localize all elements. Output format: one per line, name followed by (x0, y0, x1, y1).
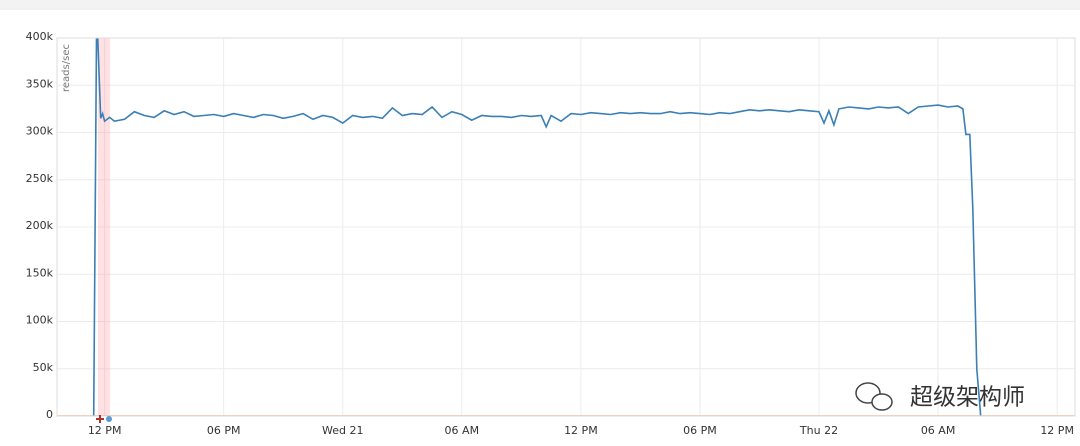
x-tick-label: 06 AM (921, 424, 956, 437)
panel (0, 10, 1080, 446)
x-tick-label: 12 PM (1040, 424, 1074, 437)
y-tick-label: 400k (26, 30, 54, 43)
grid (57, 37, 1075, 417)
y-tick-label: 50k (33, 361, 54, 374)
y-axis-label: reads/sec (61, 44, 72, 92)
y-tick-label: 150k (26, 266, 54, 279)
series-line (92, 38, 982, 416)
plot-frame (56, 37, 1076, 417)
y-tick-label: 200k (26, 219, 54, 232)
event-marker (106, 416, 112, 422)
event-marker (96, 415, 104, 423)
y-tick-label: 0 (46, 408, 53, 421)
x-tick-label: 06 PM (207, 424, 241, 437)
x-tick-label: 12 PM (564, 424, 598, 437)
y-tick-label: 300k (26, 125, 54, 138)
x-tick-label: Wed 21 (322, 424, 363, 437)
y-tick-label: 250k (26, 172, 54, 185)
x-tick-label: 06 PM (683, 424, 717, 437)
y-tick-label: 100k (26, 314, 54, 327)
x-tick-label: 12 PM (88, 424, 122, 437)
watermark: 超级架构师 (910, 385, 1025, 411)
highlight-band (98, 38, 110, 416)
x-tick-label: Thu 22 (799, 424, 838, 437)
y-tick-label: 350k (26, 77, 54, 90)
x-tick-label: 06 AM (445, 424, 480, 437)
watermark-icon (855, 382, 893, 411)
plot-lines (57, 38, 1075, 416)
